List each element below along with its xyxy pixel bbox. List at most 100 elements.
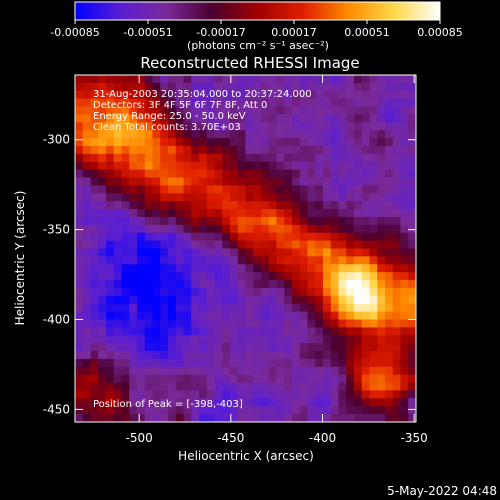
heatmap-cell (199, 319, 208, 328)
heatmap-cell (323, 177, 332, 187)
heatmap-cell (315, 287, 324, 297)
heatmap-cell (183, 82, 192, 92)
heatmap-cell (354, 248, 363, 257)
heatmap-cell (292, 311, 301, 321)
heatmap-cell (75, 145, 84, 155)
heatmap-cell (392, 106, 402, 116)
heatmap-cell (160, 343, 169, 352)
heatmap-cell (268, 122, 278, 131)
heatmap-cell (261, 351, 270, 360)
heatmap-cell (90, 303, 99, 313)
heatmap-cell (82, 264, 92, 273)
heatmap-cell (261, 398, 270, 407)
heatmap-cell (292, 90, 301, 100)
heatmap-cell (361, 351, 371, 360)
heatmap-cell (361, 287, 371, 297)
heatmap-cell (106, 382, 115, 392)
heatmap-cell (183, 382, 192, 392)
heatmap-cell (284, 272, 293, 281)
heatmap-cell (377, 414, 386, 422)
heatmap-cell (168, 232, 177, 242)
heatmap-cell (160, 193, 169, 202)
heatmap-cell (168, 216, 177, 226)
heatmap-cell (400, 122, 409, 131)
heatmap-cell (90, 130, 99, 139)
heatmap-cell (160, 201, 169, 210)
heatmap-cell (237, 169, 247, 179)
heatmap-cell (191, 303, 200, 313)
heatmap-cell (175, 185, 185, 194)
heatmap-cell (323, 75, 332, 84)
heatmap-cell (408, 303, 416, 313)
heatmap-cell (106, 82, 115, 92)
heatmap-cell (82, 130, 92, 139)
heatmap-cell (113, 240, 123, 250)
heatmap-cell (307, 232, 316, 242)
heatmap-cell (392, 98, 402, 108)
heatmap-cell (199, 311, 208, 321)
heatmap-cell (292, 193, 301, 202)
heatmap-cell (354, 82, 363, 92)
annotation-total-counts: Clean Total counts: 3.70E+03 (93, 122, 241, 133)
heatmap-cell (400, 272, 409, 281)
heatmap-cell (284, 248, 293, 257)
heatmap-cell (268, 414, 278, 422)
heatmap-cell (121, 216, 130, 226)
heatmap-cell (292, 335, 301, 344)
heatmap-cell (261, 311, 270, 321)
heatmap-cell (191, 232, 200, 242)
heatmap-cell (144, 256, 154, 265)
heatmap-cell (144, 287, 154, 297)
heatmap-cell (323, 185, 332, 194)
heatmap-cell (152, 272, 161, 281)
heatmap-cell (98, 161, 107, 171)
heatmap-cell (292, 153, 301, 163)
heatmap-cell (385, 358, 394, 368)
heatmap-cell (276, 335, 285, 344)
heatmap-cell (137, 161, 146, 171)
heatmap-cell (168, 248, 177, 257)
heatmap-cell (330, 122, 340, 131)
heatmap-cell (307, 272, 316, 281)
heatmap-cell (284, 201, 293, 210)
heatmap-cell (354, 351, 363, 360)
heatmap-cell (175, 335, 185, 344)
heatmap-cell (129, 161, 138, 171)
heatmap-cell (245, 232, 254, 242)
heatmap-cell (199, 295, 208, 305)
heatmap-cell (175, 193, 185, 202)
heatmap-cell (284, 224, 293, 234)
heatmap-cell (237, 224, 247, 234)
heatmap-cell (323, 138, 332, 147)
heatmap-cell (385, 280, 394, 289)
heatmap-cell (98, 406, 107, 415)
heatmap-cell (392, 374, 402, 384)
heatmap-cell (121, 319, 130, 328)
heatmap-cell (168, 414, 177, 422)
heatmap-cell (230, 358, 239, 368)
heatmap-cell (268, 130, 278, 139)
heatmap-cell (230, 82, 239, 92)
heatmap-cell (346, 114, 355, 123)
heatmap-cell (82, 75, 92, 84)
heatmap-cell (276, 382, 285, 392)
colorbar-tick-label: -0.00051 (123, 26, 172, 39)
heatmap-cell (222, 153, 231, 163)
heatmap-cell (230, 185, 239, 194)
heatmap-cell (346, 138, 355, 147)
heatmap-cell (354, 398, 363, 407)
heatmap-cell (90, 280, 99, 289)
heatmap-cell (106, 209, 115, 218)
heatmap-cell (245, 343, 254, 352)
heatmap-cell (377, 295, 386, 305)
heatmap-cell (230, 169, 239, 179)
heatmap-cell (400, 201, 409, 210)
heatmap-cell (121, 248, 130, 257)
heatmap-cell (144, 106, 154, 116)
heatmap-cell (160, 311, 169, 321)
heatmap-cell (152, 98, 161, 108)
heatmap-cell (292, 319, 301, 328)
heatmap-cell (330, 335, 340, 344)
heatmap-cell (175, 240, 185, 250)
heatmap-cell (276, 374, 285, 384)
